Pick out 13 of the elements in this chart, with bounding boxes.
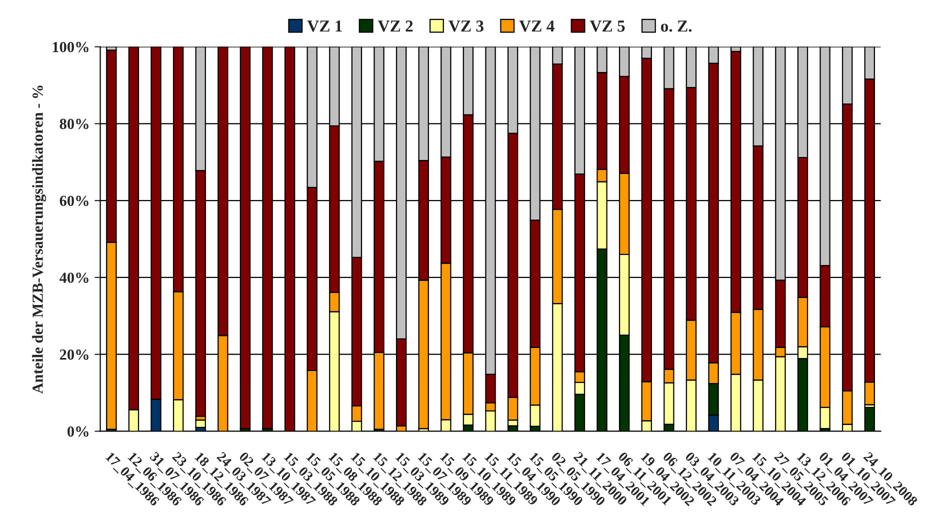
y-axis-title: Anteile der MZB-Versauerungsindikatoren - % [32, 86, 46, 394]
y-tick-label: 60% [60, 196, 88, 206]
legend-label: VZ 3 [448, 20, 484, 32]
legend-label: VZ 2 [378, 20, 413, 32]
y-tick-label: 100% [52, 42, 88, 52]
y-tick-label: 0% [68, 426, 88, 437]
legend-label: o. Z. [660, 20, 692, 32]
legend-label: VZ 5 [590, 20, 625, 32]
y-tick-label: 80% [60, 118, 88, 130]
legend-label: VZ 4 [519, 20, 554, 32]
y-tick-label: 20% [60, 349, 88, 360]
y-tick-label: 40% [59, 272, 88, 283]
legend-label: VZ 1 [307, 20, 342, 32]
